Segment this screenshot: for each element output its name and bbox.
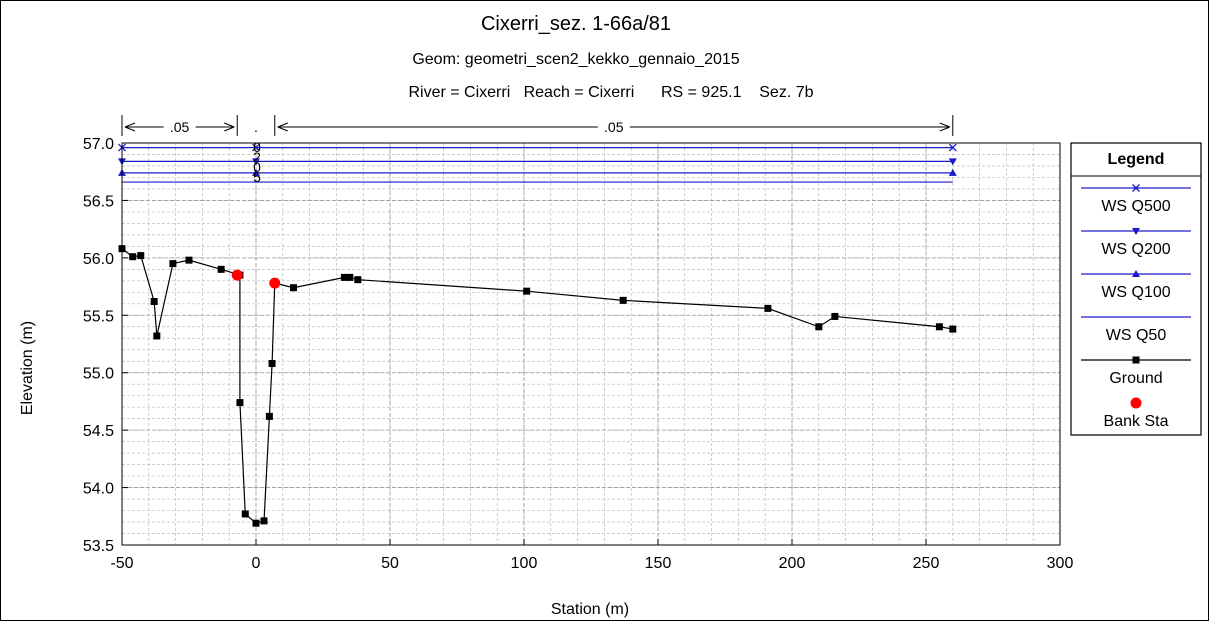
ws-centre-label: 0 <box>253 139 261 155</box>
data-point <box>949 325 957 333</box>
x-tick-label: 100 <box>511 555 538 572</box>
data-point <box>137 252 145 260</box>
x-tick-label: -50 <box>110 555 133 572</box>
legend-label: Bank Sta <box>1104 413 1169 430</box>
y-tick-label: 57.0 <box>83 136 114 153</box>
x-axis-label: Station (m) <box>551 601 629 618</box>
legend: Legend WS Q500 WS Q200 WS Q100 WS Q50 Ground B… <box>1070 142 1202 436</box>
legend-item: WS Q50 <box>1081 316 1191 344</box>
data-point <box>252 143 260 152</box>
y-tick-label: 54.0 <box>83 481 114 498</box>
series-bank-sta <box>231 269 281 289</box>
axes: -50 0 50 100 150 200 250 30053.554.054.555.055.… <box>83 136 1074 572</box>
data-point <box>948 168 957 176</box>
ws-centre-label: 0 <box>253 159 261 175</box>
manning-label-bg <box>597 118 630 134</box>
legend-marker <box>1132 184 1140 192</box>
data-point <box>346 273 354 281</box>
legend-title: Legend <box>1108 151 1165 168</box>
legend-label: WS Q200 <box>1101 241 1170 258</box>
data-point <box>265 412 273 420</box>
x-tick-label: 150 <box>645 555 672 572</box>
legend-box <box>1070 142 1202 436</box>
data-point <box>764 304 772 312</box>
data-point <box>354 276 362 284</box>
grid <box>121 142 1061 546</box>
data-point <box>252 158 260 166</box>
data-point <box>252 168 260 176</box>
data-point <box>241 510 249 518</box>
data-point <box>619 296 627 304</box>
data-point <box>185 256 193 264</box>
legend-marker <box>1132 270 1140 277</box>
data-point <box>815 323 823 331</box>
legend-label: WS Q50 <box>1106 327 1167 344</box>
legend-marker <box>1130 397 1142 409</box>
data-point <box>948 143 957 152</box>
y-tick-label: 55.5 <box>83 308 114 325</box>
data-point <box>217 265 225 273</box>
data-point <box>290 284 298 292</box>
data-point <box>150 298 158 306</box>
legend-marker <box>1132 228 1140 235</box>
manning-arrowhead <box>124 122 235 132</box>
data-point <box>935 323 943 331</box>
data-point <box>269 277 281 289</box>
legend-item: WS Q500 <box>1081 184 1191 215</box>
x-tick-label: 200 <box>779 555 806 572</box>
legend-label: Ground <box>1109 370 1162 387</box>
chart-subtitle: Geom: geometri_scen2_kekko_gennaio_2015 <box>412 51 739 68</box>
y-tick-label: 56.0 <box>83 251 114 268</box>
chart-title: Cixerri_sez. 1-66a/81 <box>481 13 671 35</box>
x-tick-label: 50 <box>381 555 399 572</box>
chart-info-line: River = Cixerri Reach = Cixerri RS = 925… <box>408 84 813 101</box>
x-tick-label: 300 <box>1047 555 1074 572</box>
y-tick-label: 56.5 <box>83 193 114 210</box>
ws-centre-label: 5 <box>253 169 261 185</box>
manning-label: .05 <box>170 119 190 135</box>
plot-area-border <box>121 142 1061 546</box>
ws-centre-label: 2 <box>253 149 261 165</box>
y-axis-label: Elevation (m) <box>19 321 36 415</box>
data-point <box>252 519 260 527</box>
data-point <box>268 360 276 368</box>
manning-label: . <box>254 119 258 135</box>
y-tick-label: 55.0 <box>83 366 114 383</box>
legend-label: WS Q500 <box>1101 198 1170 215</box>
legend-marker <box>1132 356 1140 364</box>
data-point <box>153 332 161 340</box>
y-tick-label: 54.5 <box>83 423 114 440</box>
data-point <box>340 273 348 281</box>
legend-item: Bank Sta <box>1104 397 1169 430</box>
data-point <box>169 260 177 268</box>
data-point <box>831 312 839 320</box>
legend-item: WS Q100 <box>1081 270 1191 301</box>
data-point <box>260 517 268 525</box>
manning-label-bg <box>163 118 196 134</box>
legend-label: WS Q100 <box>1101 284 1170 301</box>
series-ws-q100 <box>118 168 957 176</box>
data-point <box>948 158 957 166</box>
y-tick-label: 53.5 <box>83 538 114 555</box>
series-ground <box>118 245 957 527</box>
legend-item: Ground <box>1081 356 1191 387</box>
data-point <box>236 399 244 407</box>
x-tick-label: 0 <box>252 555 261 572</box>
data-point <box>231 269 243 281</box>
manning-arrowhead <box>277 122 950 132</box>
data-point <box>523 287 531 295</box>
x-tick-label: 250 <box>913 555 940 572</box>
data-point <box>129 253 137 261</box>
manning-n-labels: .05. .05 <box>121 115 954 136</box>
legend-item: WS Q200 <box>1081 228 1191 258</box>
manning-label: .05 <box>604 119 624 135</box>
